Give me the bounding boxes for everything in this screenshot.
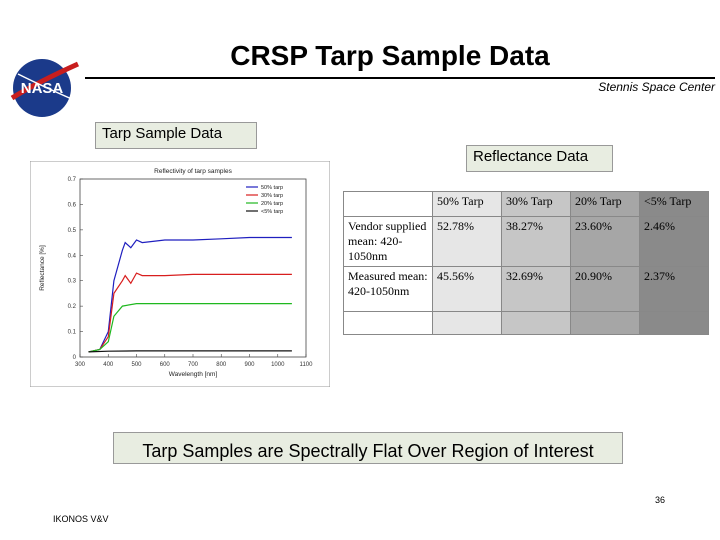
y-tick-label: 0.1 — [68, 330, 77, 336]
page-title: CRSP Tarp Sample Data — [230, 40, 550, 71]
y-tick-label: 0.3 — [68, 279, 77, 285]
y-tick-label: 0 — [73, 355, 77, 361]
table-cell: 38.27% — [501, 216, 571, 267]
chart-title: Reflectivity of tarp samples — [154, 168, 232, 175]
series-line — [88, 272, 292, 353]
x-tick-label: 700 — [188, 362, 199, 368]
y-tick-label: 0.4 — [68, 253, 77, 259]
series-line — [88, 350, 292, 353]
header-cell — [343, 191, 433, 217]
reflectance-table: 50% Tarp 30% Tarp 20% Tarp <5% Tarp Vend… — [343, 191, 709, 335]
x-tick-label: 1000 — [271, 362, 285, 368]
x-tick-label: 900 — [244, 362, 255, 368]
table-header-row: 50% Tarp 30% Tarp 20% Tarp <5% Tarp — [343, 191, 709, 217]
subtitle: Stennis Space Center — [598, 80, 715, 94]
series-line — [88, 303, 292, 353]
series-line — [88, 236, 292, 353]
legend-entry: 20% tarp — [261, 201, 283, 207]
table-row: Measured mean: 420-1050nm 45.56% 32.69% … — [343, 266, 709, 312]
table-cell: 52.78% — [432, 216, 502, 267]
x-tick-label: 400 — [103, 362, 114, 368]
footer-label: IKONOS V&V — [53, 514, 109, 524]
table-cell: 23.60% — [570, 216, 640, 267]
header-cell: <5% Tarp — [639, 191, 709, 217]
y-tick-label: 0.5 — [68, 228, 77, 234]
conclusion-banner: Tarp Samples are Spectrally Flat Over Re… — [113, 432, 623, 464]
y-tick-label: 0.2 — [68, 304, 77, 310]
legend-entry: 30% tarp — [261, 193, 283, 199]
svg-text:NASA: NASA — [21, 80, 64, 97]
x-tick-label: 300 — [75, 362, 86, 368]
table-cell: 2.37% — [639, 266, 709, 312]
reflectivity-chart: Reflectivity of tarp samples 300 400 500 600… — [29, 160, 331, 388]
header-cell: 50% Tarp — [432, 191, 502, 217]
tarp-sample-label: Tarp Sample Data — [95, 122, 257, 149]
y-tick-label: 0.6 — [68, 202, 77, 208]
x-tick-label: 800 — [216, 362, 227, 368]
table-cell: Measured mean: 420-1050nm — [343, 266, 433, 312]
x-axis-label: Wavelength [nm] — [169, 371, 218, 378]
y-axis-label: Reflectance [%] — [39, 245, 46, 291]
table-row-empty — [343, 311, 709, 335]
title-divider — [85, 77, 715, 79]
table-cell: 45.56% — [432, 266, 502, 312]
table-cell: Vendor supplied mean: 420-1050nm — [343, 216, 433, 267]
table-row: Vendor supplied mean: 420-1050nm 52.78% … — [343, 216, 709, 267]
x-tick-label: 600 — [160, 362, 171, 368]
table-cell: 2.46% — [639, 216, 709, 267]
legend-entry: <5% tarp — [261, 209, 283, 215]
x-tick-label: 1100 — [300, 362, 314, 368]
y-tick-label: 0.7 — [68, 177, 77, 183]
x-tick-label: 500 — [131, 362, 142, 368]
header-cell: 20% Tarp — [570, 191, 640, 217]
reflectance-data-label: Reflectance Data — [466, 145, 613, 172]
table-cell: 32.69% — [501, 266, 571, 312]
header-cell: 30% Tarp — [501, 191, 571, 217]
page-number: 36 — [654, 495, 665, 505]
legend-entry: 50% tarp — [261, 185, 283, 191]
nasa-logo: NASA — [8, 56, 80, 120]
table-cell: 20.90% — [570, 266, 640, 312]
